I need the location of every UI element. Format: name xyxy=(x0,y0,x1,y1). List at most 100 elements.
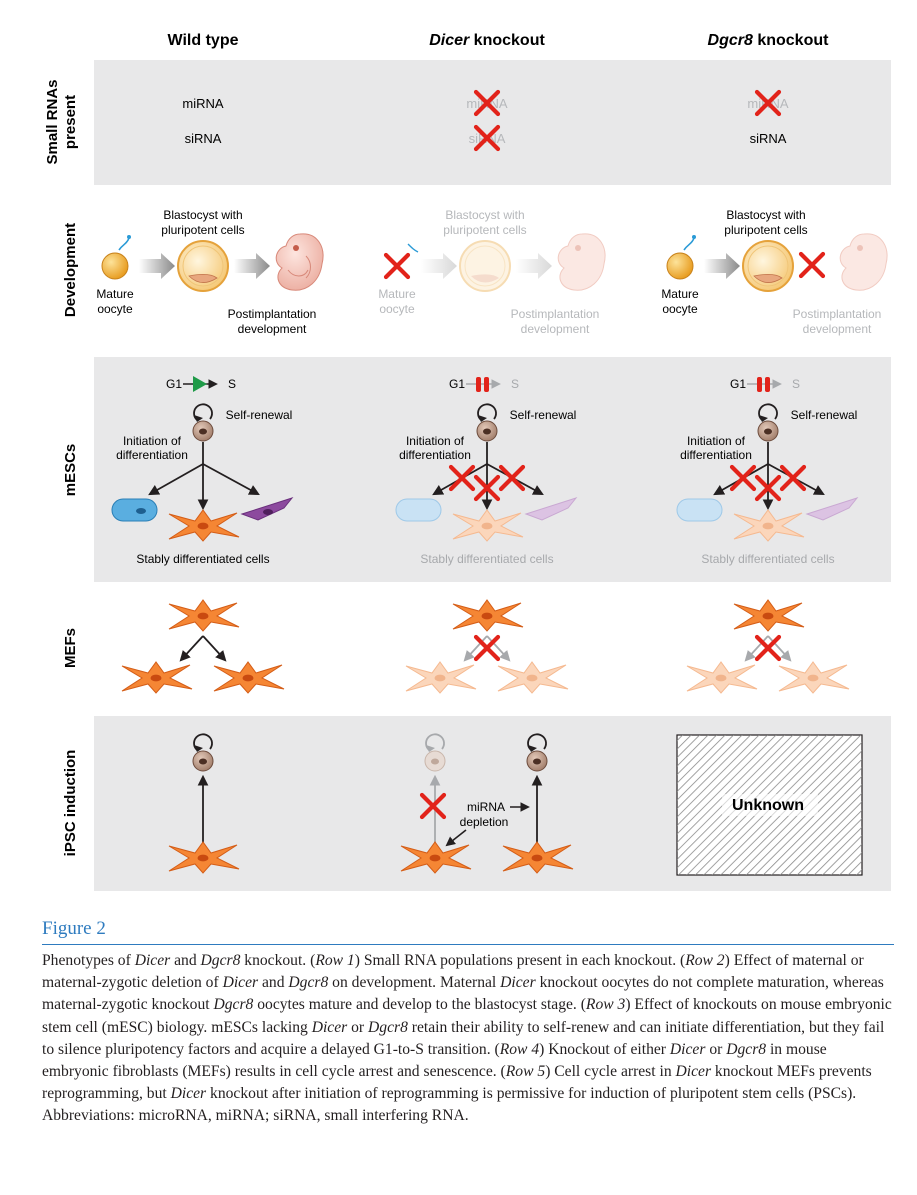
svg-text:Postimplantation: Postimplantation xyxy=(511,307,600,321)
caption-divider xyxy=(42,944,894,945)
svg-text:Mature: Mature xyxy=(661,287,699,301)
caption-segment: Dgcr8 xyxy=(288,974,329,992)
caption-segment: ) Cell cycle arrest in xyxy=(545,1063,676,1081)
caption-segment: ) Small RNA populations present in each … xyxy=(354,952,686,969)
embryo-icon xyxy=(275,233,324,291)
caption-text: Phenotypes of Dicer and Dgcr8 knockout. … xyxy=(42,950,894,1128)
mef-cell-icon xyxy=(168,599,240,632)
row-label-development: Development xyxy=(62,223,79,317)
svg-text:depletion: depletion xyxy=(460,815,509,829)
oocyte-icon xyxy=(101,234,132,280)
svg-text:differentiation: differentiation xyxy=(399,448,471,462)
dicer-development: Blastocyst with pluripotent cells Mature… xyxy=(378,208,606,336)
figure-2-diagram: Wild type Dicer knockout Dgcr8 knockout … xyxy=(44,32,891,891)
svg-text:G1: G1 xyxy=(166,377,182,391)
row-label-ipsc: iPSC induction xyxy=(62,750,79,857)
caption-segment: and xyxy=(170,952,201,969)
caption-segment: oocytes mature and develop to the blasto… xyxy=(253,996,586,1014)
mef-cell-icon xyxy=(686,661,758,694)
dgcr8-development: Blastocyst with pluripotent cells Mature… xyxy=(661,208,888,336)
dgcr8-mefs xyxy=(686,599,850,694)
caption-segment: and xyxy=(258,974,289,992)
svg-text:Initiation of: Initiation of xyxy=(687,434,746,448)
oocyte-cross-icon xyxy=(386,255,408,277)
mef-cell-icon xyxy=(405,661,477,694)
column-header-dgcr8: Dgcr8 knockout xyxy=(708,32,830,49)
svg-text:present: present xyxy=(62,95,79,149)
mef-cell-icon xyxy=(733,599,805,632)
wt-mirna-label: miRNA xyxy=(182,96,223,111)
caption-segment: Dgcr8 xyxy=(213,996,254,1014)
dgcr8-mescs: G1 S Self-renewal Initiation of differen… xyxy=(676,377,859,566)
svg-text:Postimplantation: Postimplantation xyxy=(793,307,882,321)
embryo-icon xyxy=(557,233,606,291)
dicer-mefs xyxy=(405,599,569,694)
svg-text:Initiation of: Initiation of xyxy=(123,434,182,448)
wt-mefs xyxy=(121,599,285,694)
svg-text:Stably differentiated cells: Stably differentiated cells xyxy=(136,552,269,566)
arrow-icon xyxy=(421,253,457,279)
stem-cell-icon xyxy=(192,750,214,772)
embryo-icon xyxy=(839,233,888,291)
caption-segment: knockout after initiation of reprogrammi… xyxy=(42,1085,857,1125)
svg-text:Postimplantation: Postimplantation xyxy=(228,307,317,321)
caption-segment: knockout oocytes do not complete maturat… xyxy=(42,974,884,1014)
postimplant-cross-icon xyxy=(801,254,823,276)
svg-text:S: S xyxy=(228,377,236,391)
blastocyst-icon xyxy=(459,240,511,292)
caption-segment: ) Knockout of either xyxy=(539,1040,670,1058)
svg-text:G1: G1 xyxy=(449,377,465,391)
svg-text:S: S xyxy=(792,377,800,391)
arrow-icon xyxy=(704,253,740,279)
svg-text:pluripotent cells: pluripotent cells xyxy=(724,223,807,237)
stem-cell-icon xyxy=(192,420,214,442)
caption-segment: Dicer xyxy=(134,952,171,969)
arrow-icon xyxy=(234,253,270,279)
svg-text:development: development xyxy=(238,322,307,336)
caption-segment: or xyxy=(347,1018,369,1036)
purple-cell-icon xyxy=(524,497,578,521)
stem-cell-icon xyxy=(526,750,548,772)
caption-segment: Row 2 xyxy=(685,952,725,969)
row-label-mefs: MEFs xyxy=(62,628,79,668)
caption-segment: Row 3 xyxy=(585,996,626,1014)
svg-text:Blastocyst with: Blastocyst with xyxy=(445,208,524,222)
stem-cell-icon xyxy=(424,750,446,772)
caption-segment: retain their ability to self-renew and c… xyxy=(42,1018,885,1058)
wt-development: Blastocyst with pluripotent cells Mature… xyxy=(96,208,324,336)
svg-text:development: development xyxy=(521,322,590,336)
mef-cell-icon xyxy=(121,661,193,694)
svg-text:pluripotent cells: pluripotent cells xyxy=(161,223,244,237)
caption-segment: ) Effect of knockouts on mouse embryonic… xyxy=(42,996,892,1036)
svg-text:Stably differentiated cells: Stably differentiated cells xyxy=(420,552,553,566)
caption-segment: Dicer xyxy=(500,974,536,992)
wt-ipsc xyxy=(168,733,240,874)
dgcr8-sirna-label: siRNA xyxy=(750,131,787,146)
dicer-ipsc: miRNA depletion xyxy=(400,733,574,874)
caption-segment: Dicer xyxy=(311,1018,348,1036)
blastocyst-icon xyxy=(742,240,794,292)
svg-text:Blastocyst with: Blastocyst with xyxy=(726,208,805,222)
oocyte-icon xyxy=(666,234,697,280)
svg-text:Self-renewal: Self-renewal xyxy=(510,408,577,422)
mef-cell-icon xyxy=(778,661,850,694)
purple-cell-icon xyxy=(240,497,294,521)
mef-cell-icon xyxy=(452,599,524,632)
caption-segment: Dicer xyxy=(222,974,259,992)
svg-text:Mature: Mature xyxy=(378,287,416,301)
caption-segment: Dicer xyxy=(170,1085,207,1103)
arrow-icon xyxy=(139,253,175,279)
svg-text:Stably differentiated cells: Stably differentiated cells xyxy=(701,552,834,566)
caption-segment: Row 4 xyxy=(499,1040,540,1058)
svg-text:differentiation: differentiation xyxy=(116,448,188,462)
g1-s-progression-icon xyxy=(193,376,207,392)
blastocyst-icon xyxy=(177,240,229,292)
figure-caption: Figure 2 Phenotypes of Dicer and Dgcr8 k… xyxy=(42,918,894,1128)
caption-segment: Row 5 xyxy=(505,1063,546,1081)
svg-text:pluripotent cells: pluripotent cells xyxy=(443,223,526,237)
caption-segment: Phenotypes of xyxy=(42,952,135,969)
svg-text:G1: G1 xyxy=(730,377,746,391)
g1-s-block-icon xyxy=(757,377,762,392)
wt-mescs: G1 S Self-renewal Initiation of differen… xyxy=(111,376,294,566)
caption-segment: on development. Maternal xyxy=(328,974,501,992)
